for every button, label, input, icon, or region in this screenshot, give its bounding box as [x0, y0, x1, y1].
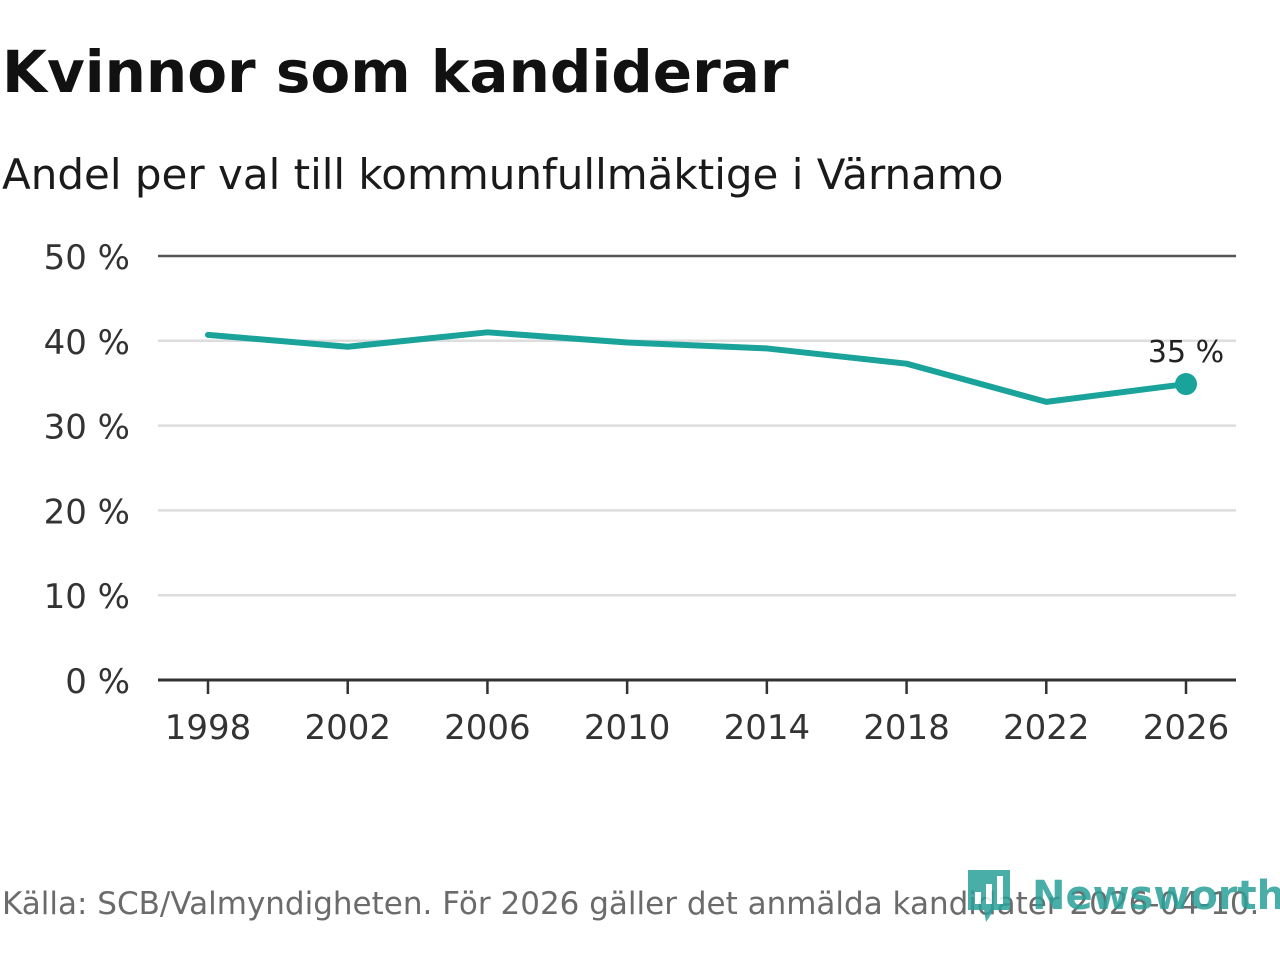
chart-title: Kvinnor som kandiderar: [2, 38, 789, 106]
x-tick-label-1998: 1998: [165, 708, 252, 748]
line-chart: 0 % 10 % 20 % 30 % 40 % 50 % 1998 2002 2006 2010 2…: [44, 238, 1236, 748]
y-tick-label-40: 40 %: [44, 323, 130, 363]
x-tick-label-2002: 2002: [304, 708, 391, 748]
y-tick-label-20: 20 %: [44, 492, 130, 532]
x-tick-label-2022: 2022: [1003, 708, 1090, 748]
source-note: Källa: SCB/Valmyndigheten. För 2026 gäll…: [2, 886, 1260, 922]
newsworthy-logo: Newsworthy: [964, 866, 1280, 926]
y-tick-label-10: 10 %: [44, 577, 130, 617]
x-tick-label-2014: 2014: [724, 708, 811, 748]
last-point-label: 35 %: [1148, 335, 1224, 370]
y-tick-label-0: 0 %: [65, 662, 130, 702]
y-tick-label-30: 30 %: [44, 408, 130, 448]
bar-chart-icon: [968, 870, 1010, 922]
last-point-marker: [1175, 373, 1197, 396]
x-tick-label-2010: 2010: [584, 708, 671, 748]
x-tick-label-2026: 2026: [1143, 708, 1230, 748]
series-line-andel-kvinnor: [205, 329, 1189, 405]
logo-text: Newsworthy: [1032, 873, 1280, 919]
y-tick-label-50: 50 %: [44, 238, 130, 278]
x-tick-label-2006: 2006: [444, 708, 531, 748]
chart-subtitle: Andel per val till kommunfullmäktige i V…: [2, 150, 1004, 199]
x-tick-label-2018: 2018: [863, 708, 950, 748]
